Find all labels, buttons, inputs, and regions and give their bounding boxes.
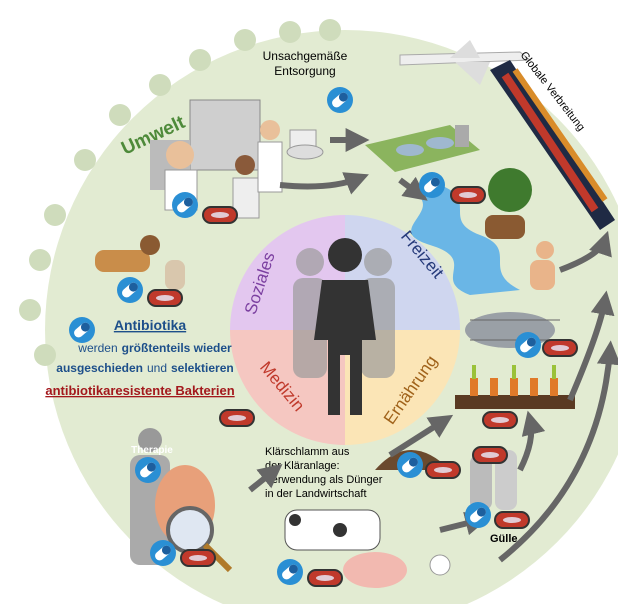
note-title: Antibiotika [114,317,187,333]
therapy-label: Therapie [131,445,173,456]
note-line: werden größtenteils wieder [77,341,232,355]
sludge-label: Klärschlamm aus [265,446,350,458]
disposal-label: Entsorgung [274,64,335,78]
sludge-label: der Kläranlage: [265,460,340,472]
disposal-label: Unsachgemäße [263,49,348,63]
sludge-label: in der Landwirtschaft [265,488,367,500]
sludge-label: Verwendung als Dünger [265,474,383,486]
note-text: werden [77,341,117,355]
note-text: größtenteils wieder [122,341,232,355]
manure-label: Gülle [490,533,518,545]
note-text: und [147,361,167,375]
note-text: selektieren [171,361,234,375]
note-text: ausgeschieden [56,361,143,375]
infographic: Soziales Freizeit Medizin Ernährung Umwe… [0,0,618,604]
note-text: antibiotikaresistente Bakterien [45,383,234,398]
